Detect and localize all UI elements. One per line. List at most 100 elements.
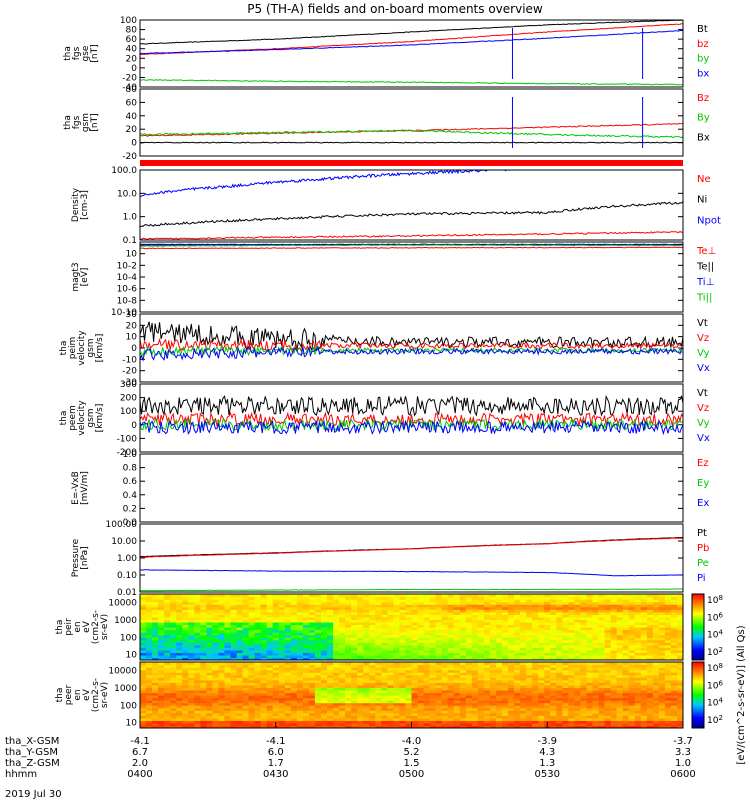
spectrogram-cell	[676, 715, 683, 719]
spectrogram-cell	[514, 672, 521, 676]
spectrogram-cell	[610, 604, 618, 608]
spectrogram-cell	[465, 664, 473, 668]
spectrogram-cell	[459, 611, 467, 615]
spectrogram-cell	[417, 677, 425, 681]
spectrogram-cell	[224, 647, 232, 651]
spectrogram-cell	[194, 689, 201, 694]
spectrogram-cell	[447, 702, 455, 706]
spectrogram-cell	[345, 624, 352, 628]
spectrogram-cell	[176, 722, 183, 727]
spectrogram-cell	[670, 644, 678, 648]
spectrogram-cell	[230, 684, 238, 688]
spectrogram-cell	[592, 722, 600, 727]
spectrogram-cell	[508, 697, 515, 701]
spectrogram-cell	[616, 692, 624, 696]
spectrogram-cell	[483, 689, 491, 694]
spectrogram-cell	[483, 674, 491, 678]
spectrogram-cell	[140, 634, 147, 638]
spectrogram-cell	[381, 647, 388, 651]
spectrogram-cell	[598, 682, 606, 686]
spectrogram-cell	[586, 621, 594, 626]
spectrogram-cell	[254, 689, 262, 694]
spectrogram-cell	[423, 627, 431, 631]
spectrogram-cell	[393, 642, 401, 646]
spectrogram-cell	[140, 669, 147, 673]
spectrogram-cell	[489, 662, 497, 666]
spectrogram-cell	[616, 702, 624, 706]
series-line-Ne	[140, 230, 683, 240]
spectrogram-cell	[429, 720, 437, 724]
spectrogram-cell	[188, 710, 195, 714]
spectrogram-cell	[266, 647, 274, 651]
spectrogram-cell	[640, 717, 648, 721]
spectrogram-cell	[357, 639, 364, 643]
spectrogram-cell	[146, 606, 153, 610]
spectrogram-cell	[387, 596, 394, 600]
spectrogram-cell	[302, 674, 310, 678]
spectrogram-cell	[435, 725, 443, 728]
spectrogram-cell	[327, 705, 334, 709]
spectrogram-cell	[357, 672, 364, 676]
spectrogram-cell	[550, 621, 557, 626]
spectrogram-cell	[616, 619, 624, 623]
spectrogram-cell	[212, 657, 220, 660]
spectrogram-cell	[532, 596, 539, 600]
spectrogram-cell	[363, 722, 370, 727]
spectrogram-cell	[158, 702, 165, 706]
spectrogram-cell	[321, 672, 328, 676]
spectrogram-cell	[459, 679, 467, 683]
spectrogram-cell	[574, 621, 582, 626]
spectrogram-cell	[495, 604, 503, 608]
spectrogram-cell	[508, 616, 515, 620]
spectrogram-cell	[616, 611, 624, 615]
spectrogram-cell	[646, 647, 654, 651]
spectrogram-cell	[483, 649, 491, 653]
spectrogram-cell	[628, 722, 636, 727]
spectrogram-cell	[471, 697, 479, 701]
spectrogram-cell	[164, 700, 171, 704]
spectrogram-cell	[411, 667, 419, 671]
spectrogram-cell	[532, 614, 539, 618]
spectrogram-cell	[550, 604, 557, 608]
spectrogram-cell	[405, 677, 413, 681]
spectrogram-cell	[532, 662, 539, 666]
spectrogram-cell	[514, 629, 521, 633]
spectrogram-cell	[387, 654, 394, 659]
spectrogram-cell	[676, 707, 683, 711]
spectrogram-cell	[387, 725, 394, 728]
spectrogram-cell	[357, 609, 364, 613]
spectrogram-cell	[532, 629, 539, 633]
spectrogram-cell	[194, 682, 201, 686]
spectrogram-cell	[465, 684, 473, 688]
spectrogram-cell	[435, 647, 443, 651]
series-line-Pb	[140, 537, 683, 558]
spectrogram-cell	[218, 687, 226, 691]
spectrogram-cell	[628, 639, 636, 643]
spectrogram-cell	[616, 684, 624, 688]
spectrogram-cell	[188, 692, 195, 696]
spectrogram-cell	[405, 629, 413, 633]
spectrogram-cell	[314, 614, 322, 618]
spectrogram-cell	[321, 679, 328, 683]
spectrogram-cell	[387, 722, 394, 727]
spectrogram-cell	[278, 629, 286, 633]
spectrogram-cell	[423, 611, 431, 615]
spectrogram-cell	[357, 619, 364, 623]
spectrogram-cell	[387, 695, 394, 699]
spectrogram-cell	[670, 642, 678, 646]
spectrogram-cell	[308, 664, 316, 668]
spectrogram-cell	[465, 627, 473, 631]
spectrogram-cell	[610, 594, 618, 598]
spectrogram-cell	[592, 624, 600, 628]
spectrogram-cell	[321, 604, 328, 608]
spectrogram-cell	[405, 596, 413, 600]
spectrogram-cell	[435, 604, 443, 608]
spectrogram-cell	[483, 604, 491, 608]
spectrogram-cell	[634, 707, 642, 711]
spectrogram-cell	[284, 679, 292, 683]
spectrogram-cell	[532, 697, 539, 701]
spectrogram-cell	[459, 599, 467, 603]
spectrogram-cell	[580, 679, 588, 683]
spectrogram-cell	[652, 637, 660, 641]
spectrogram-cell	[526, 684, 533, 688]
